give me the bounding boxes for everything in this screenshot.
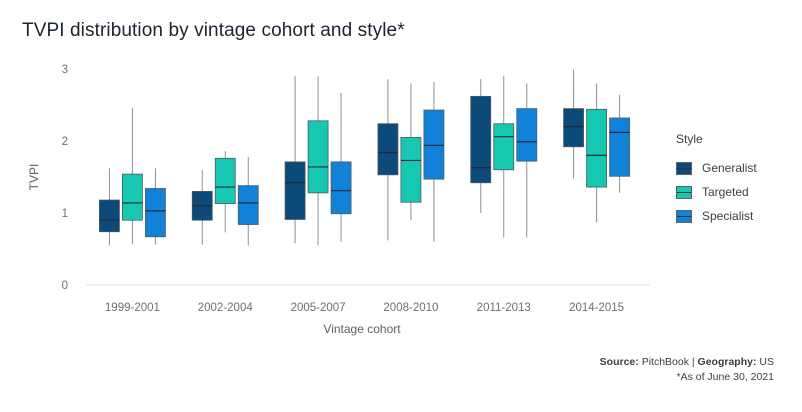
box-iqr xyxy=(516,108,538,162)
source-value: PitchBook xyxy=(641,356,689,368)
box-targeted-2014-2015 xyxy=(586,83,607,223)
legend-swatch-targeted xyxy=(676,185,692,199)
legend: Style Generalist Targeted Specialist xyxy=(676,132,757,228)
x-axis-ticks: 1999-2001 2002-2004 2005-2007 2008-2010 2011… xyxy=(105,302,624,314)
y-tick-label: 3 xyxy=(62,64,68,76)
box-generalist-2005-2007 xyxy=(284,76,306,244)
y-tick-label: 1 xyxy=(62,208,68,220)
x-tick-label: 1999-2001 xyxy=(105,302,160,314)
x-tick-label: 2011-2013 xyxy=(477,302,531,314)
legend-item-targeted: Targeted xyxy=(676,180,757,204)
box-targeted-2002-2004 xyxy=(214,151,236,233)
box-specialist-2011-2013 xyxy=(516,83,538,238)
y-axis-label: TVPI xyxy=(27,164,41,191)
legend-item-specialist: Specialist xyxy=(676,204,757,228)
box-targeted-2011-2013 xyxy=(493,76,515,238)
box-targeted-1999-2001 xyxy=(122,107,143,244)
legend-label-generalist: Generalist xyxy=(702,161,757,175)
geography-value: US xyxy=(759,356,774,368)
box-generalist-1999-2001 xyxy=(99,168,120,246)
box-targeted-2008-2010 xyxy=(400,83,422,221)
box-iqr xyxy=(609,117,630,177)
box-generalist-2002-2004 xyxy=(191,169,213,245)
box-iqr xyxy=(330,161,352,215)
x-tick-label: 2014-2015 xyxy=(569,302,624,314)
legend-swatch-generalist xyxy=(676,161,692,175)
box-specialist-2005-2007 xyxy=(330,92,352,242)
y-tick-label: 0 xyxy=(62,280,68,292)
source-separator: | xyxy=(691,356,695,368)
y-tick-label: 2 xyxy=(62,136,68,148)
source-line: Source: PitchBook | Geography: US xyxy=(600,356,774,368)
box-iqr xyxy=(122,173,143,221)
box-iqr xyxy=(423,109,445,180)
box-iqr xyxy=(563,108,584,148)
legend-title: Style xyxy=(676,132,703,146)
box-iqr xyxy=(237,185,259,225)
box-iqr xyxy=(377,123,399,176)
box-iqr xyxy=(307,120,329,194)
legend-swatch-specialist xyxy=(676,209,692,223)
box-iqr xyxy=(99,199,120,233)
box-iqr xyxy=(284,161,306,220)
geography-label: Geography: xyxy=(697,356,757,368)
x-tick-label: 2005-2007 xyxy=(291,302,346,314)
box-generalist-2011-2013 xyxy=(470,79,492,213)
box-iqr xyxy=(400,136,422,203)
source-label: Source: xyxy=(599,356,639,368)
box-iqr xyxy=(214,157,236,205)
legend-label-targeted: Targeted xyxy=(702,185,749,199)
box-iqr xyxy=(470,95,492,184)
legend-label-specialist: Specialist xyxy=(702,209,754,223)
box-generalist-2008-2010 xyxy=(377,79,399,241)
box-generalist-2014-2015 xyxy=(563,69,584,179)
x-tick-label: 2008-2010 xyxy=(383,302,438,314)
box-specialist-2002-2004 xyxy=(237,156,259,246)
x-axis-label: Vintage cohort xyxy=(323,322,401,336)
chart-title: TVPI distribution by vintage cohort and … xyxy=(22,20,405,41)
box-iqr xyxy=(493,123,515,171)
box-specialist-2008-2010 xyxy=(423,81,445,242)
box-iqr xyxy=(586,108,607,188)
box-iqr xyxy=(145,188,166,238)
box-specialist-2014-2015 xyxy=(609,94,630,193)
box-targeted-2005-2007 xyxy=(307,76,329,246)
box-specialist-1999-2001 xyxy=(145,168,166,245)
x-tick-label: 2002-2004 xyxy=(198,302,254,314)
box-series xyxy=(99,69,630,246)
legend-item-generalist: Generalist xyxy=(676,156,757,180)
y-axis-ticks: 0 1 2 3 xyxy=(62,64,68,292)
as-of-note: *As of June 30, 2021 xyxy=(676,371,775,383)
